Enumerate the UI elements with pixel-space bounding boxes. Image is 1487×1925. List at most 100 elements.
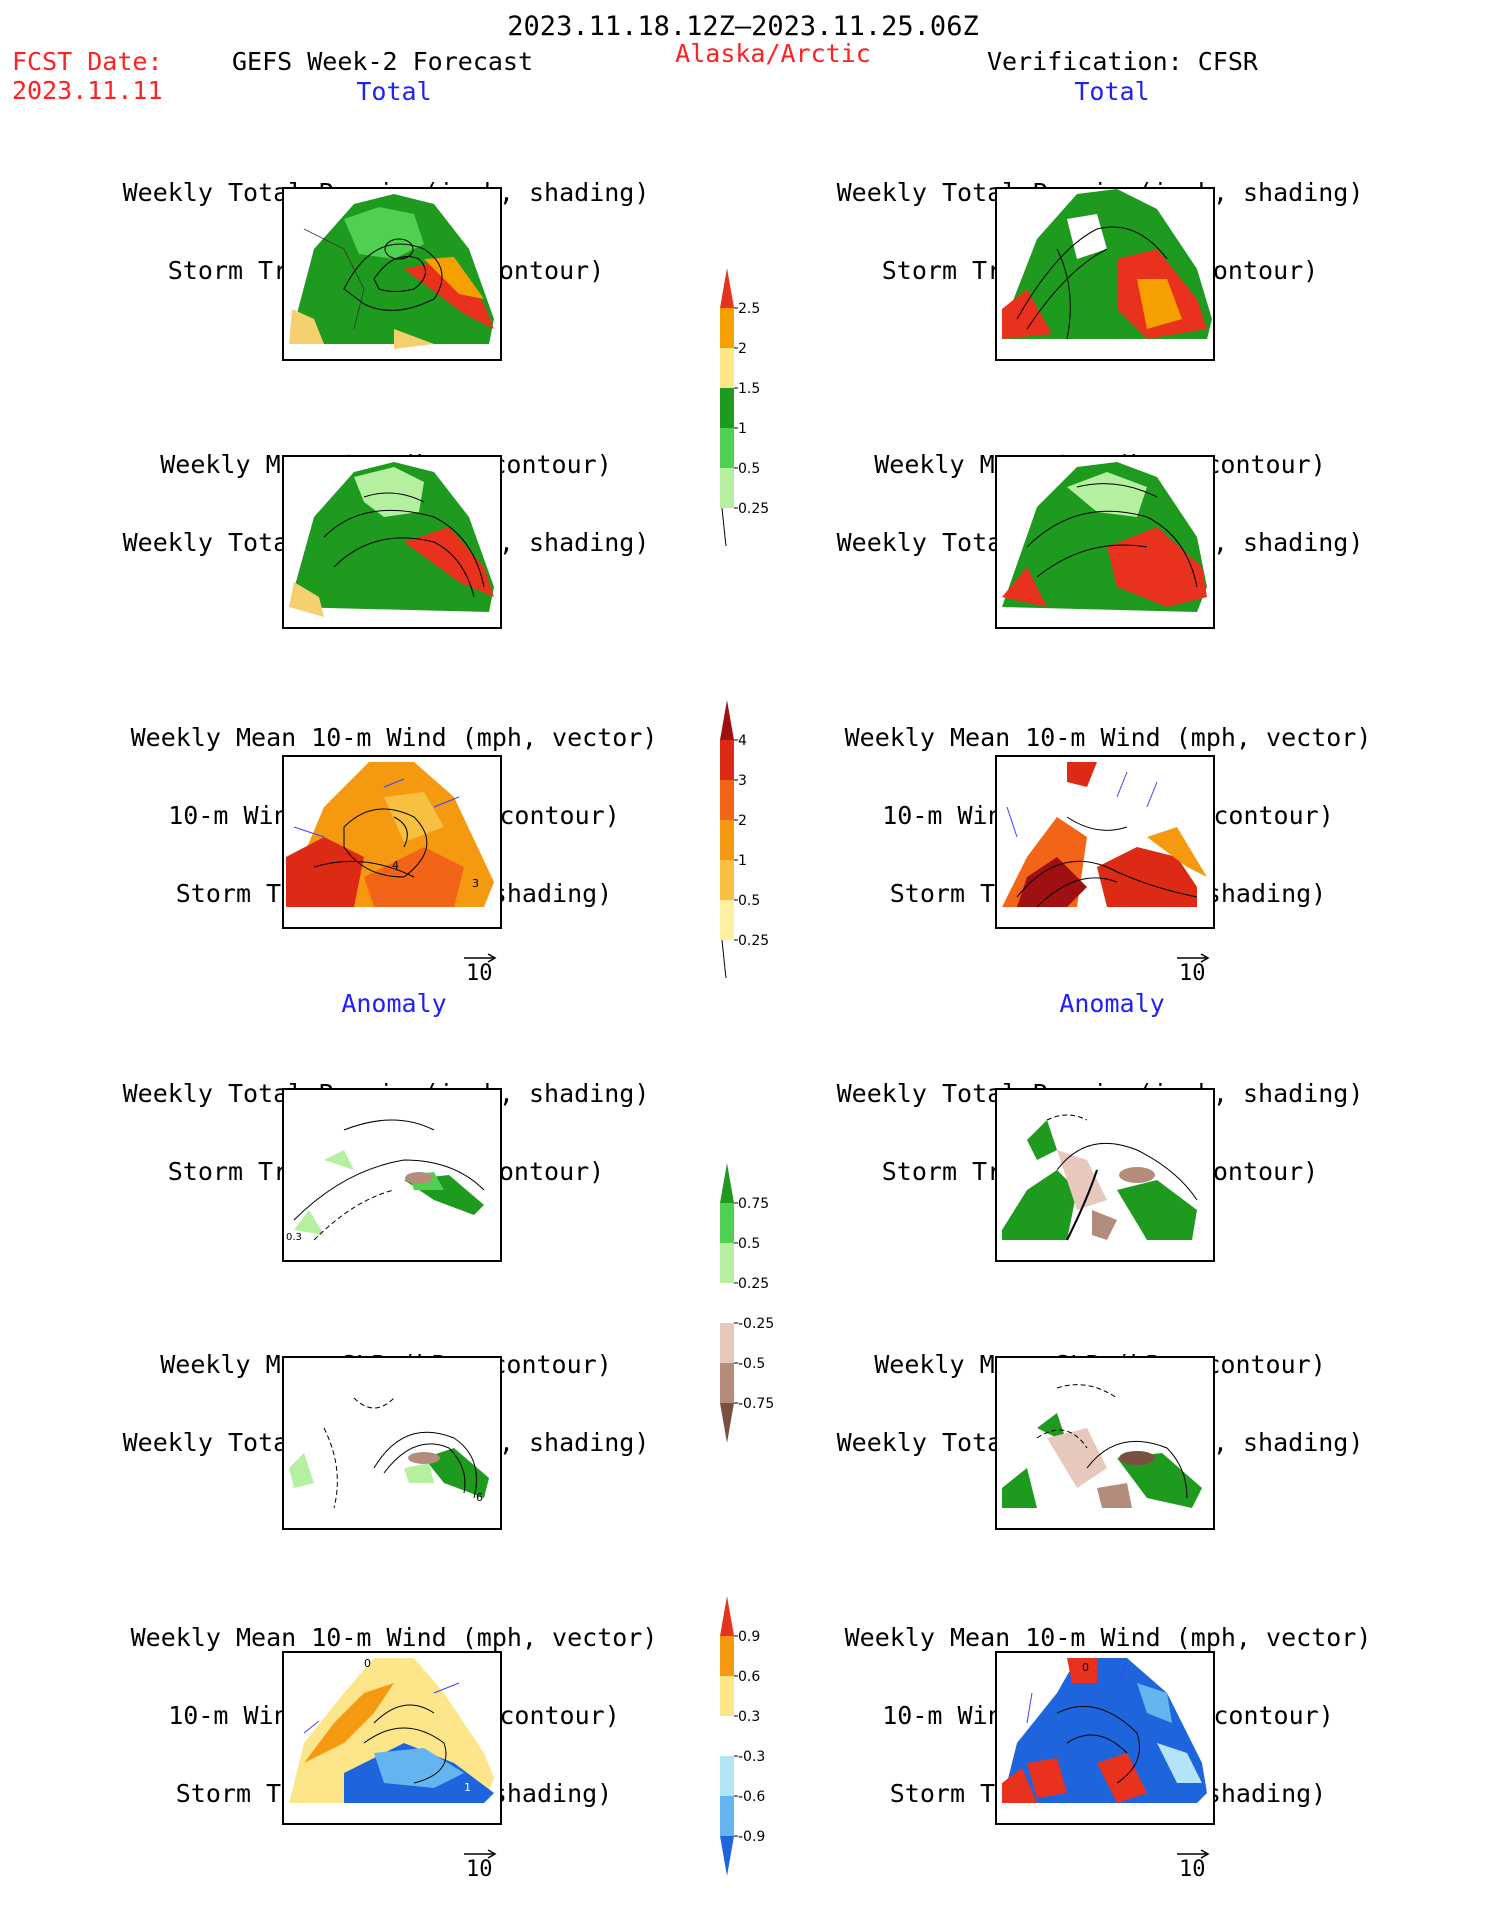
map-label: 0 [1082, 1661, 1089, 1674]
vector-reference-4: 10 [1177, 1849, 1211, 1881]
map-label: 4 [392, 859, 399, 872]
fcst-date-value: 2023.11.11 [12, 76, 163, 105]
map-label: 1 [464, 1781, 471, 1794]
colorbar-segment [720, 348, 734, 388]
colorbar-label: 0.3 [738, 1709, 760, 1725]
vector-reference-2: 10 [1177, 953, 1211, 985]
map-anom-slp-precip-forecast: 6 [282, 1356, 502, 1530]
colorbar-segment [720, 740, 734, 780]
vector-reference-label: 10 [1179, 961, 1206, 986]
colorbar-precip-anomaly-svg: 0.75 0.5 0.25 -0.25 -0.5 -0.75 [720, 1163, 774, 1443]
colorbar-label: 1.5 [738, 381, 760, 397]
vector-reference-label: 10 [466, 961, 493, 986]
arrow-icon [464, 1849, 497, 1859]
colorbar-segment [720, 1163, 734, 1203]
colorbar-label: -0.5 [738, 1356, 765, 1372]
forecast-label: GEFS Week-2 Forecast [232, 47, 534, 76]
panel-title-line: Weekly Mean 10-m Wind (mph, vector) [130, 1623, 658, 1652]
colorbar-segment [720, 780, 734, 820]
valid-period: 2023.11.18.12Z–2023.11.25.06Z [507, 11, 979, 42]
colorbar-segment [720, 1756, 734, 1796]
colorbar-segment [720, 388, 734, 428]
colorbar-label: 0.5 [738, 461, 760, 477]
colorbar-precip-total: 2.5 2 1.5 1 0.5 0.25 [720, 268, 800, 557]
map-label: 0.3 [286, 1232, 302, 1243]
map-anom-wind-storm-forecast: 0 1 [282, 1651, 502, 1825]
arrow-icon [464, 953, 497, 963]
map-wind-storm-verif [995, 755, 1215, 929]
map-slp-precip-verif [995, 455, 1215, 629]
colorbar-segment [720, 1363, 734, 1403]
colorbar-label: 0.6 [738, 1669, 760, 1685]
colorbar-tail [721, 507, 727, 547]
map-anom-slp-precip-verif [995, 1356, 1215, 1530]
colorbar-label: 0.25 [738, 501, 769, 517]
panel-title-line: Weekly Mean 10-m Wind (mph, vector) [130, 723, 658, 752]
colorbar-label: 2 [738, 341, 747, 357]
colorbar-segment [720, 1203, 734, 1243]
colorbar-segment [720, 308, 734, 348]
colorbar-label: 1 [738, 853, 747, 869]
panel-title-line: Weekly Mean 10-m Wind (mph, vector) [844, 1623, 1372, 1652]
colorbar-segment [720, 860, 734, 900]
fcst-date-label: FCST Date: [12, 47, 163, 76]
colorbar-segment [720, 820, 734, 860]
colorbar-segment [720, 1716, 734, 1756]
colorbar-label: -0.3 [738, 1749, 765, 1765]
colorbar-label: 0.9 [738, 1629, 760, 1645]
colorbar-segment [720, 1323, 734, 1363]
colorbar-storm-anomaly: 0.9 0.6 0.3 -0.3 -0.6 -0.9 [720, 1596, 800, 1885]
map-wind-storm-forecast: 4 3 [282, 755, 502, 929]
colorbar-segment [720, 1403, 734, 1443]
map-label: 6 [476, 1491, 483, 1504]
vector-reference-1: 10 [464, 953, 498, 985]
left-total-label: Total [356, 77, 432, 106]
map-slp-precip-forecast [282, 455, 502, 629]
colorbar-segment [720, 268, 734, 308]
colorbar-label: 0.75 [738, 1196, 769, 1212]
colorbar-storm-anomaly-svg: 0.9 0.6 0.3 -0.3 -0.6 -0.9 [720, 1596, 765, 1876]
colorbar-label: 0.25 [738, 933, 769, 949]
colorbar-label: 0.5 [738, 893, 760, 909]
map-anom-precip-storm-verif [995, 1088, 1215, 1262]
colorbar-segment [720, 1596, 734, 1636]
right-anomaly-label: Anomaly [1059, 989, 1165, 1018]
colorbar-segment [720, 900, 734, 940]
verification-label: Verification: CFSR [987, 47, 1258, 76]
map-total-precip-storm-forecast [282, 187, 502, 361]
vector-reference-label: 10 [1179, 1857, 1206, 1882]
colorbar-label: 2 [738, 813, 747, 829]
colorbar-segment [720, 1676, 734, 1716]
left-anomaly-label: Anomaly [341, 989, 447, 1018]
panel-title-line: Weekly Mean 10-m Wind (mph, vector) [844, 723, 1372, 752]
colorbar-label: 0.25 [738, 1276, 769, 1292]
colorbar-precip-total-svg: 2.5 2 1.5 1 0.5 0.25 [720, 268, 769, 547]
colorbar-segment [720, 428, 734, 468]
colorbar-label: -0.6 [738, 1789, 765, 1805]
colorbar-label: -0.25 [738, 1316, 774, 1332]
colorbar-tail [721, 939, 727, 979]
colorbar-label: 2.5 [738, 301, 760, 317]
colorbar-segment [720, 1283, 734, 1323]
colorbar-label: 3 [738, 773, 747, 789]
colorbar-label: 1 [738, 421, 747, 437]
map-label: 0 [364, 1657, 371, 1670]
colorbar-label: -0.75 [738, 1396, 774, 1412]
colorbar-label: 0.5 [738, 1236, 760, 1252]
vector-reference-3: 10 [464, 1849, 498, 1881]
region-label: Alaska/Arctic [675, 39, 871, 68]
map-label: 3 [472, 877, 479, 890]
vector-reference-label: 10 [466, 1857, 493, 1882]
colorbar-segment [720, 468, 734, 508]
arrow-icon [1177, 1849, 1210, 1859]
right-total-label: Total [1074, 77, 1150, 106]
colorbar-precip-anomaly: 0.75 0.5 0.25 -0.25 -0.5 -0.75 [720, 1163, 800, 1452]
map-anom-precip-storm-forecast: 0.3 [282, 1088, 502, 1262]
map-anom-wind-storm-verif: 0 [995, 1651, 1215, 1825]
colorbar-segment [720, 1836, 734, 1876]
colorbar-label: -0.9 [738, 1829, 765, 1845]
arrow-icon [1177, 953, 1210, 963]
map-total-precip-storm-verif [995, 187, 1215, 361]
colorbar-label: 4 [738, 733, 747, 749]
colorbar-storm-total: 4 3 2 1 0.5 0.25 [720, 700, 800, 989]
